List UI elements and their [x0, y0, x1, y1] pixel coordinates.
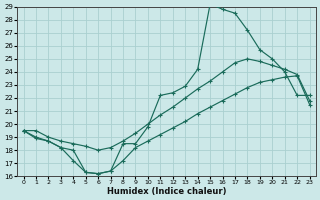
X-axis label: Humidex (Indice chaleur): Humidex (Indice chaleur)	[107, 187, 226, 196]
